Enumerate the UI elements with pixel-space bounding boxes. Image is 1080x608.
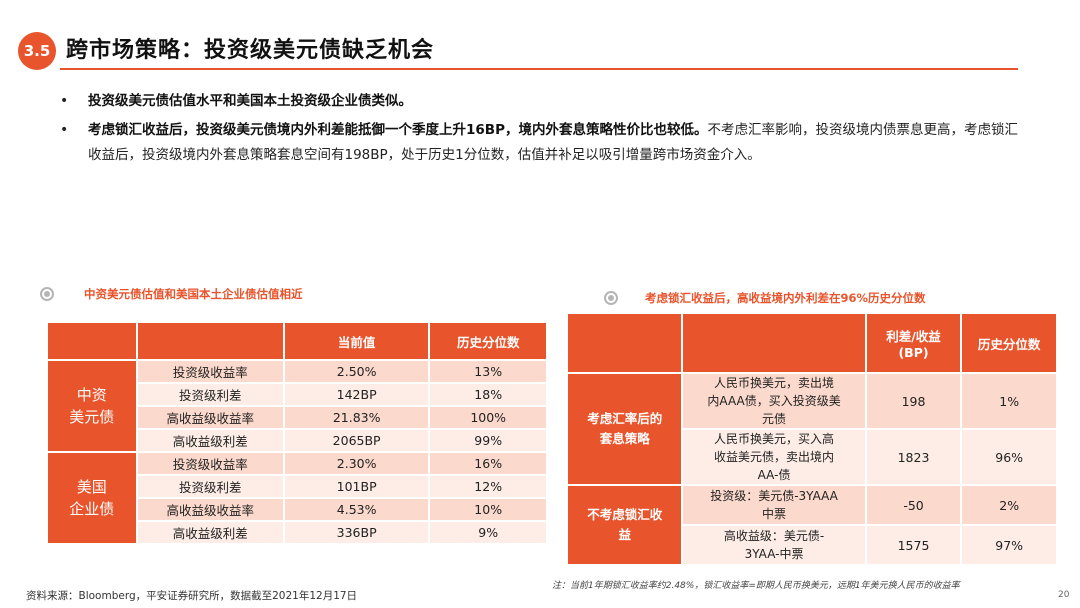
percentile-cell: 12%	[428, 474, 548, 499]
percentile-cell: 1%	[960, 372, 1058, 430]
header-cell: 历史分位数	[960, 312, 1058, 374]
percentile-cell: 9%	[428, 520, 548, 545]
strategy-cell: 人民币换美元，卖出境 内AAA债，买入投资级美 元债	[681, 372, 867, 430]
spread-cell: -50	[864, 484, 963, 526]
percentile-cell: 16%	[428, 451, 548, 476]
radio-icon	[40, 287, 54, 301]
table-row: 高收益级利差 336BP 9%	[47, 520, 548, 545]
group-label: 不考虑锁汇收益	[565, 484, 684, 566]
value-cell: 21.83%	[282, 405, 431, 430]
group-label: 中资 美元债	[46, 359, 138, 453]
percentile-cell: 99%	[428, 428, 548, 453]
bullet-dot-icon: •	[60, 122, 69, 138]
left-valuation-table: 当前值 历史分位数 中资 美元债 投资级收益率 2.50% 13% 投资级利差 142BP 18%…	[46, 321, 548, 545]
bullet-1: • 投资级美元债估值水平和美国本土投资级企业债类似。	[60, 89, 1030, 114]
table-row: 高收益级：美元债- 3YAA-中票 1575 97%	[567, 524, 1058, 566]
table-row: 高收益级收益率 21.83% 100%	[47, 405, 548, 430]
radio-icon	[604, 291, 618, 305]
bullet-1-bold: 投资级美元债估值水平和美国本土投资级企业债类似。	[88, 93, 412, 109]
strategy-cell: 人民币换美元，买入高 收益美元债，卖出境内 AA-债	[681, 428, 867, 486]
title-divider	[60, 68, 1018, 70]
table-row: 高收益级利差 2065BP 99%	[47, 428, 548, 453]
strategy-cell: 投资级：美元债-3YAAA 中票	[681, 484, 867, 526]
table-row: 投资级利差 142BP 18%	[47, 382, 548, 407]
header-cell: 当前值	[282, 321, 431, 361]
group-label: 美国 企业债	[46, 451, 138, 545]
metric-cell: 投资级利差	[135, 474, 285, 499]
header-cell	[565, 312, 683, 374]
table-row: 人民币换美元，买入高 收益美元债，卖出境内 AA-债 1823 96%	[567, 428, 1058, 486]
right-table-title: 考虑锁汇收益后，高收益境内外利差在96%历史分位数	[645, 291, 926, 305]
value-cell: 142BP	[282, 382, 431, 407]
spread-cell: 1823	[864, 428, 963, 486]
header-cell: 历史分位数	[428, 321, 548, 361]
section-badge: 3.5	[18, 32, 56, 70]
spread-cell: 198	[864, 372, 963, 430]
header-cell	[135, 321, 285, 361]
strategy-cell: 高收益级：美元债- 3YAA-中票	[681, 524, 867, 566]
bullet-dot-icon: •	[60, 93, 69, 109]
metric-cell: 投资级利差	[135, 382, 285, 407]
value-cell: 336BP	[282, 520, 431, 545]
metric-cell: 高收益级利差	[135, 520, 285, 545]
page-number: 20	[1058, 590, 1070, 600]
value-cell: 101BP	[282, 474, 431, 499]
table-row: 高收益级收益率 4.53% 10%	[47, 497, 548, 522]
value-cell: 2.50%	[282, 359, 431, 384]
header-cell	[46, 321, 137, 361]
metric-cell: 高收益级利差	[135, 428, 285, 453]
bullet-2-text: 不考虑汇率影响，投资级境内债票息更高，考虑锁汇收益后，投资级境内外套息策略套息空…	[88, 122, 1018, 163]
metric-cell: 投资级收益率	[135, 359, 285, 384]
metric-cell: 高收益级收益率	[135, 497, 285, 522]
table-row: 投资级利差 101BP 12%	[47, 474, 548, 499]
percentile-cell: 100%	[428, 405, 548, 430]
table-row: 考虑汇率后的 套息策略 人民币换美元，卖出境 内AAA债，买入投资级美 元债 198 1%	[565, 372, 1058, 486]
percentile-cell: 97%	[960, 524, 1058, 566]
percentile-cell: 96%	[960, 428, 1058, 486]
value-cell: 2.30%	[282, 451, 431, 476]
metric-cell: 投资级收益率	[135, 451, 285, 476]
percentile-cell: 13%	[428, 359, 548, 384]
left-table-title: 中资美元债估值和美国本土企业债估值相近	[84, 287, 303, 301]
source-note: 资料来源：Bloomberg，平安证券研究所，数据截至2021年12月17日	[26, 590, 358, 602]
value-cell: 4.53%	[282, 497, 431, 522]
header-cell: 利差/收益 (BP)	[864, 312, 963, 374]
spread-cell: 1575	[864, 524, 963, 566]
page-title: 跨市场策略：投资级美元债缺乏机会	[66, 38, 435, 63]
table-row: 美国 企业债 投资级收益率 2.30% 16%	[46, 451, 548, 545]
table-row: 不考虑锁汇收益投资级：美元债-3YAAA 中票 -50 2%	[565, 484, 1058, 566]
bullet-2: • 考虑锁汇收益后，投资级美元债境内外利差能抵御一个季度上升16BP，境内外套息…	[60, 118, 1030, 168]
header-cell	[681, 312, 867, 374]
percentile-cell: 18%	[428, 382, 548, 407]
footnote: 注：当前1年期锁汇收益率约2.48%，锁汇收益率=即期人民币换美元，远期1年美元…	[552, 581, 960, 591]
value-cell: 2065BP	[282, 428, 431, 453]
metric-cell: 高收益级收益率	[135, 405, 285, 430]
table-row: 中资 美元债 投资级收益率 2.50% 13%	[46, 359, 548, 453]
group-label: 考虑汇率后的 套息策略	[565, 372, 684, 486]
percentile-cell: 2%	[960, 484, 1058, 526]
bullet-2-bold: 考虑锁汇收益后，投资级美元债境内外利差能抵御一个季度上升16BP，境内外套息策略…	[88, 122, 708, 138]
right-carry-table: 利差/收益 (BP) 历史分位数 考虑汇率后的 套息策略 人民币换美元，卖出境 内AAA债，…	[565, 312, 1058, 566]
percentile-cell: 10%	[428, 497, 548, 522]
